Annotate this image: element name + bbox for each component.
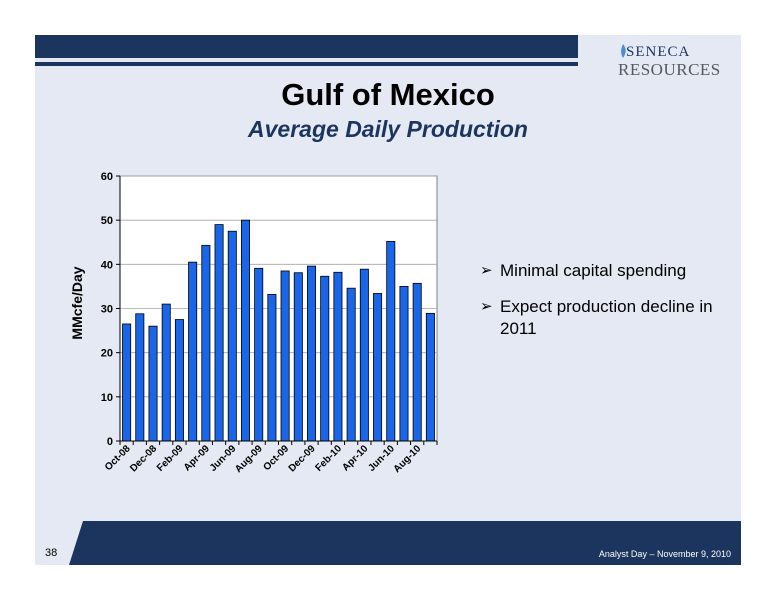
bar [122,323,132,442]
bullet-item: ➢ Expect production decline in 2011 [480,296,720,340]
arrow-bullet-icon: ➢ [480,298,493,315]
bar [227,230,237,442]
x-tick-label: Feb-09 [155,443,186,474]
bar [135,313,145,442]
page-number: 38 [45,547,58,559]
bar [386,240,396,442]
x-tick-label: Oct-09 [261,443,291,473]
arrow-bullet-icon: ➢ [480,262,493,279]
bar [201,244,211,442]
bar [214,224,224,442]
top-rule [35,62,578,66]
bar [254,267,264,442]
flame-icon [621,44,626,58]
bullet-item: ➢ Minimal capital spending [480,260,720,282]
bar [267,293,277,442]
bar [346,287,356,442]
bullet-text: Expect production decline in 2011 [500,297,713,338]
bar [161,303,171,442]
slide-title: Gulf of Mexico [281,77,495,112]
y-tick-label: 30 [101,304,113,316]
bar [373,293,383,442]
footer-bar [69,521,741,565]
x-tick-label: Apr-10 [340,443,370,473]
bar [333,271,343,442]
x-tick-label: Aug-10 [392,443,424,475]
x-tick-label: Aug-09 [233,443,265,475]
x-tick-label: Dec-09 [287,443,318,474]
x-tick-label: Apr-09 [182,443,212,473]
slide: SENECA RESOURCES Gulf of Mexico Average … [35,35,741,565]
bullet-text: Minimal capital spending [500,261,687,280]
x-tick-label: Feb-10 [313,443,344,474]
bar [412,282,422,442]
y-axis-label: MMcfe/Day [69,266,85,339]
production-bar-chart: 0102030405060Oct-08Dec-08Feb-09Apr-09Jun… [69,171,438,475]
bar [307,265,317,442]
y-tick-label: 50 [101,215,113,227]
bar [148,325,158,442]
bar [280,270,290,442]
bar [320,275,330,442]
x-tick-label: Dec-08 [128,443,159,474]
bar [188,261,198,442]
bar [359,268,369,442]
top-bar [35,35,578,58]
y-tick-label: 20 [101,348,113,360]
bar [293,272,303,442]
bar [174,319,184,442]
bullet-list: ➢ Minimal capital spending ➢ Expect prod… [480,260,720,354]
bar [240,219,250,442]
bar [399,286,409,442]
logo-text-bottom: RESOURCES [618,60,721,79]
slide-subtitle: Average Daily Production [248,116,528,142]
y-tick-label: 10 [101,392,113,404]
footer-text: Analyst Day – November 9, 2010 [598,549,731,559]
company-logo: SENECA RESOURCES [608,42,738,82]
logo-text-top: SENECA [626,44,691,60]
y-tick-label: 0 [107,436,113,448]
y-tick-label: 60 [101,171,113,183]
y-tick-label: 40 [101,259,113,271]
bar [425,312,435,442]
